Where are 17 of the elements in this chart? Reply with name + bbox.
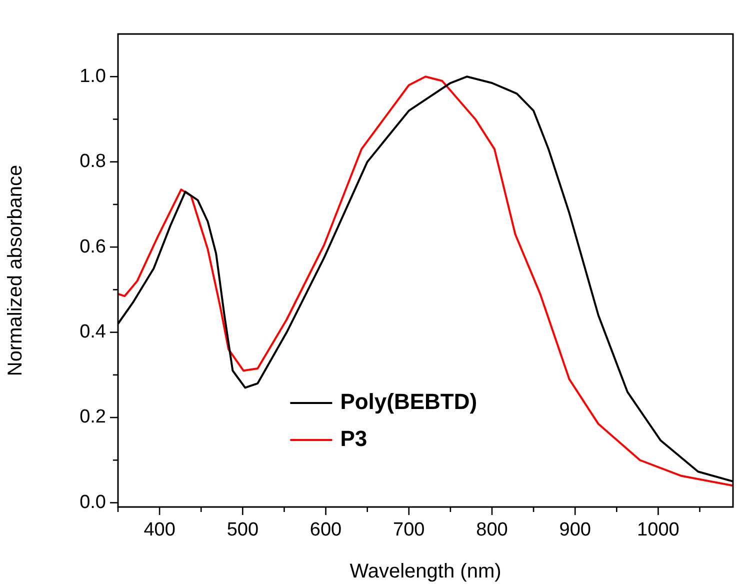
x-tick-label: 400 — [144, 520, 176, 541]
legend-label: Poly(BEBTD) — [340, 389, 478, 414]
x-tick-label: 800 — [476, 520, 508, 541]
y-tick-label: 0.0 — [80, 492, 106, 513]
y-tick-label: 0.4 — [80, 322, 106, 343]
x-tick-label: 500 — [226, 520, 259, 541]
y-tick-label: 1.0 — [80, 66, 106, 87]
x-tick-label: 1000 — [637, 520, 680, 541]
y-tick-label: 0.6 — [80, 236, 106, 258]
y-axis-title: Normalized absorbance — [4, 164, 27, 376]
x-tick-label: 700 — [393, 520, 425, 541]
x-tick-label: 600 — [310, 520, 342, 541]
y-tick-label: 0.2 — [80, 406, 106, 428]
y-tick-label: 0.8 — [80, 151, 106, 172]
x-axis-title: Wavelength (nm) — [350, 560, 502, 583]
x-tick-label: 900 — [559, 520, 591, 541]
legend-label: P3 — [340, 426, 368, 452]
